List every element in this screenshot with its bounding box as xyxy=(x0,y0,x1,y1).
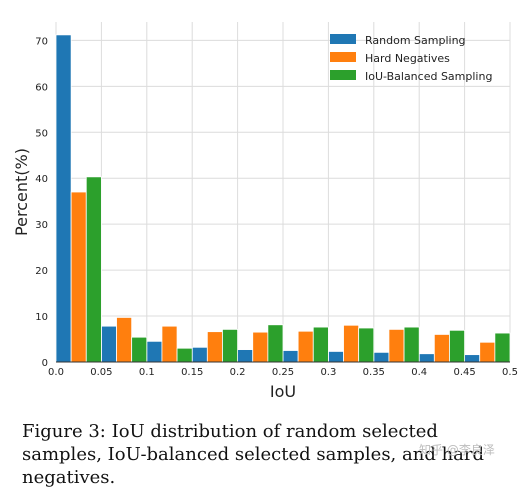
bar-iou-balanced-sampling xyxy=(358,327,375,363)
y-tick-label: 30 xyxy=(35,220,48,231)
bar-random-sampling xyxy=(464,354,481,363)
bar-random-sampling xyxy=(418,353,435,363)
y-tick-label: 10 xyxy=(35,312,48,323)
iou-distribution-chart: 0.0 0.05 0.1 0.15 0.2 0.25 0.3 0.35 0.4 0.45 0.5 0 1… xyxy=(12,22,518,401)
bar-random-sampling xyxy=(373,351,390,363)
x-axis-label: IoU xyxy=(270,382,296,401)
bars xyxy=(55,34,511,363)
bar-hard-negatives xyxy=(297,330,314,363)
bar-random-sampling xyxy=(55,34,72,363)
tick-labels: 0.0 0.05 0.1 0.15 0.2 0.25 0.3 0.35 0.4 0.45 0.5 0 1… xyxy=(35,36,518,378)
chart-canvas: 0.0 0.05 0.1 0.15 0.2 0.25 0.3 0.35 0.4 0.45 0.5 0 1… xyxy=(12,22,518,401)
bar-hard-negatives xyxy=(433,334,450,363)
bar-hard-negatives xyxy=(343,324,360,363)
x-tick-label: 0.1 xyxy=(139,367,155,378)
x-tick-label: 0.5 xyxy=(502,367,518,378)
legend-swatch-hard-negatives xyxy=(330,52,356,62)
y-tick-label: 0 xyxy=(42,358,48,369)
legend: Random Sampling Hard Negatives IoU-Balance… xyxy=(330,34,492,83)
legend-label-hard-negatives: Hard Negatives xyxy=(365,52,450,65)
y-tick-label: 20 xyxy=(35,266,48,277)
x-tick-label: 0.25 xyxy=(272,367,294,378)
bar-hard-negatives xyxy=(70,191,87,363)
x-tick-label: 0.35 xyxy=(363,367,385,378)
bar-hard-negatives xyxy=(252,331,269,363)
bar-hard-negatives xyxy=(388,328,405,363)
bar-random-sampling xyxy=(146,340,163,363)
bar-random-sampling xyxy=(101,325,117,363)
bar-iou-balanced-sampling xyxy=(176,347,193,363)
x-tick-label: 0.45 xyxy=(453,367,475,378)
bar-iou-balanced-sampling xyxy=(85,176,102,363)
x-tick-label: 0.15 xyxy=(181,367,203,378)
bar-hard-negatives xyxy=(161,325,178,363)
bar-random-sampling xyxy=(191,346,208,363)
bar-random-sampling xyxy=(237,349,254,363)
y-tick-label: 50 xyxy=(35,128,48,139)
bar-iou-balanced-sampling xyxy=(494,332,511,363)
bar-iou-balanced-sampling xyxy=(312,326,329,363)
bar-hard-negatives xyxy=(116,317,133,363)
bar-random-sampling xyxy=(282,350,299,363)
x-tick-label: 0.05 xyxy=(90,367,112,378)
x-tick-label: 0.3 xyxy=(320,367,336,378)
legend-label-random-sampling: Random Sampling xyxy=(365,34,466,47)
bar-hard-negatives xyxy=(479,341,496,363)
legend-swatch-random-sampling xyxy=(330,34,356,44)
bar-random-sampling xyxy=(327,351,344,363)
watermark: 知乎 @李良泽 xyxy=(419,443,495,457)
y-tick-label: 70 xyxy=(35,36,48,47)
legend-label-iou-balanced-sampling: IoU-Balanced Sampling xyxy=(365,70,492,83)
bar-hard-negatives xyxy=(206,331,223,363)
bar-iou-balanced-sampling xyxy=(267,324,284,363)
x-tick-label: 0.2 xyxy=(230,367,246,378)
y-axis-label: Percent(%) xyxy=(12,148,31,236)
x-tick-label: 0.4 xyxy=(411,367,427,378)
bar-iou-balanced-sampling xyxy=(403,326,420,363)
x-tick-label: 0.0 xyxy=(48,367,64,378)
legend-swatch-iou-balanced-sampling xyxy=(330,70,356,80)
bar-iou-balanced-sampling xyxy=(449,329,466,363)
bar-iou-balanced-sampling xyxy=(131,336,148,363)
bar-iou-balanced-sampling xyxy=(222,328,238,363)
grid-lines xyxy=(55,22,511,363)
y-tick-label: 60 xyxy=(35,82,48,93)
y-tick-label: 40 xyxy=(35,174,48,185)
